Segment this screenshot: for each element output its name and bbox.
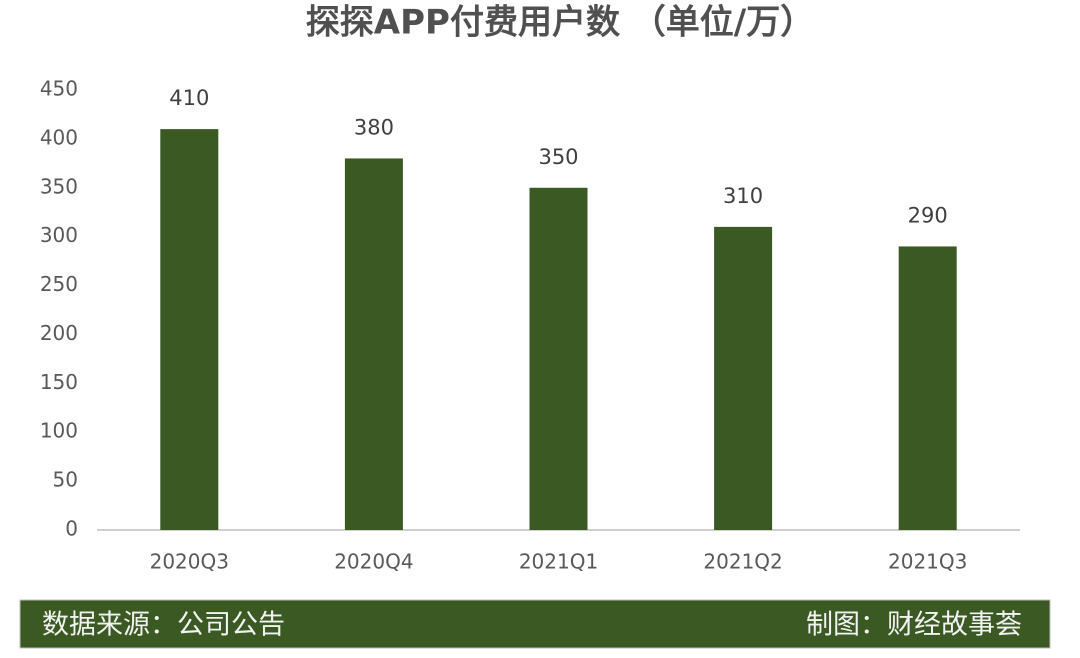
y-tick-label: 200	[40, 321, 78, 345]
bar	[344, 158, 403, 530]
x-tick-label: 2021Q1	[519, 550, 598, 574]
y-tick-label: 250	[40, 272, 78, 296]
y-tick-label: 400	[40, 125, 78, 149]
y-tick-label: 300	[40, 223, 78, 247]
x-tick-label: 2020Q3	[150, 550, 229, 574]
x-tick-label: 2021Q2	[703, 550, 782, 574]
value-label: 350	[538, 145, 578, 169]
bar	[714, 226, 773, 530]
bar	[898, 246, 957, 530]
x-tick-label: 2020Q4	[334, 550, 413, 574]
y-tick-label: 100	[40, 419, 78, 443]
y-tick-label: 150	[40, 370, 78, 394]
y-tick-label: 0	[65, 517, 78, 541]
value-label: 310	[723, 184, 763, 208]
footer-bar	[19, 599, 1051, 649]
y-tick-label: 450	[40, 77, 78, 101]
value-label: 410	[169, 86, 209, 110]
chart-title: 探探APP付费用户数 （单位/万）	[306, 3, 814, 43]
bar	[529, 187, 588, 530]
footer-credit: 制图：财经故事荟	[806, 610, 1022, 641]
value-label: 380	[354, 115, 394, 139]
value-label: 290	[908, 203, 948, 227]
y-tick-label: 350	[40, 174, 78, 198]
bar	[160, 129, 219, 530]
x-tick-label: 2021Q3	[888, 550, 967, 574]
footer-source: 数据来源：公司公告	[42, 610, 285, 641]
y-tick-label: 50	[53, 468, 78, 492]
